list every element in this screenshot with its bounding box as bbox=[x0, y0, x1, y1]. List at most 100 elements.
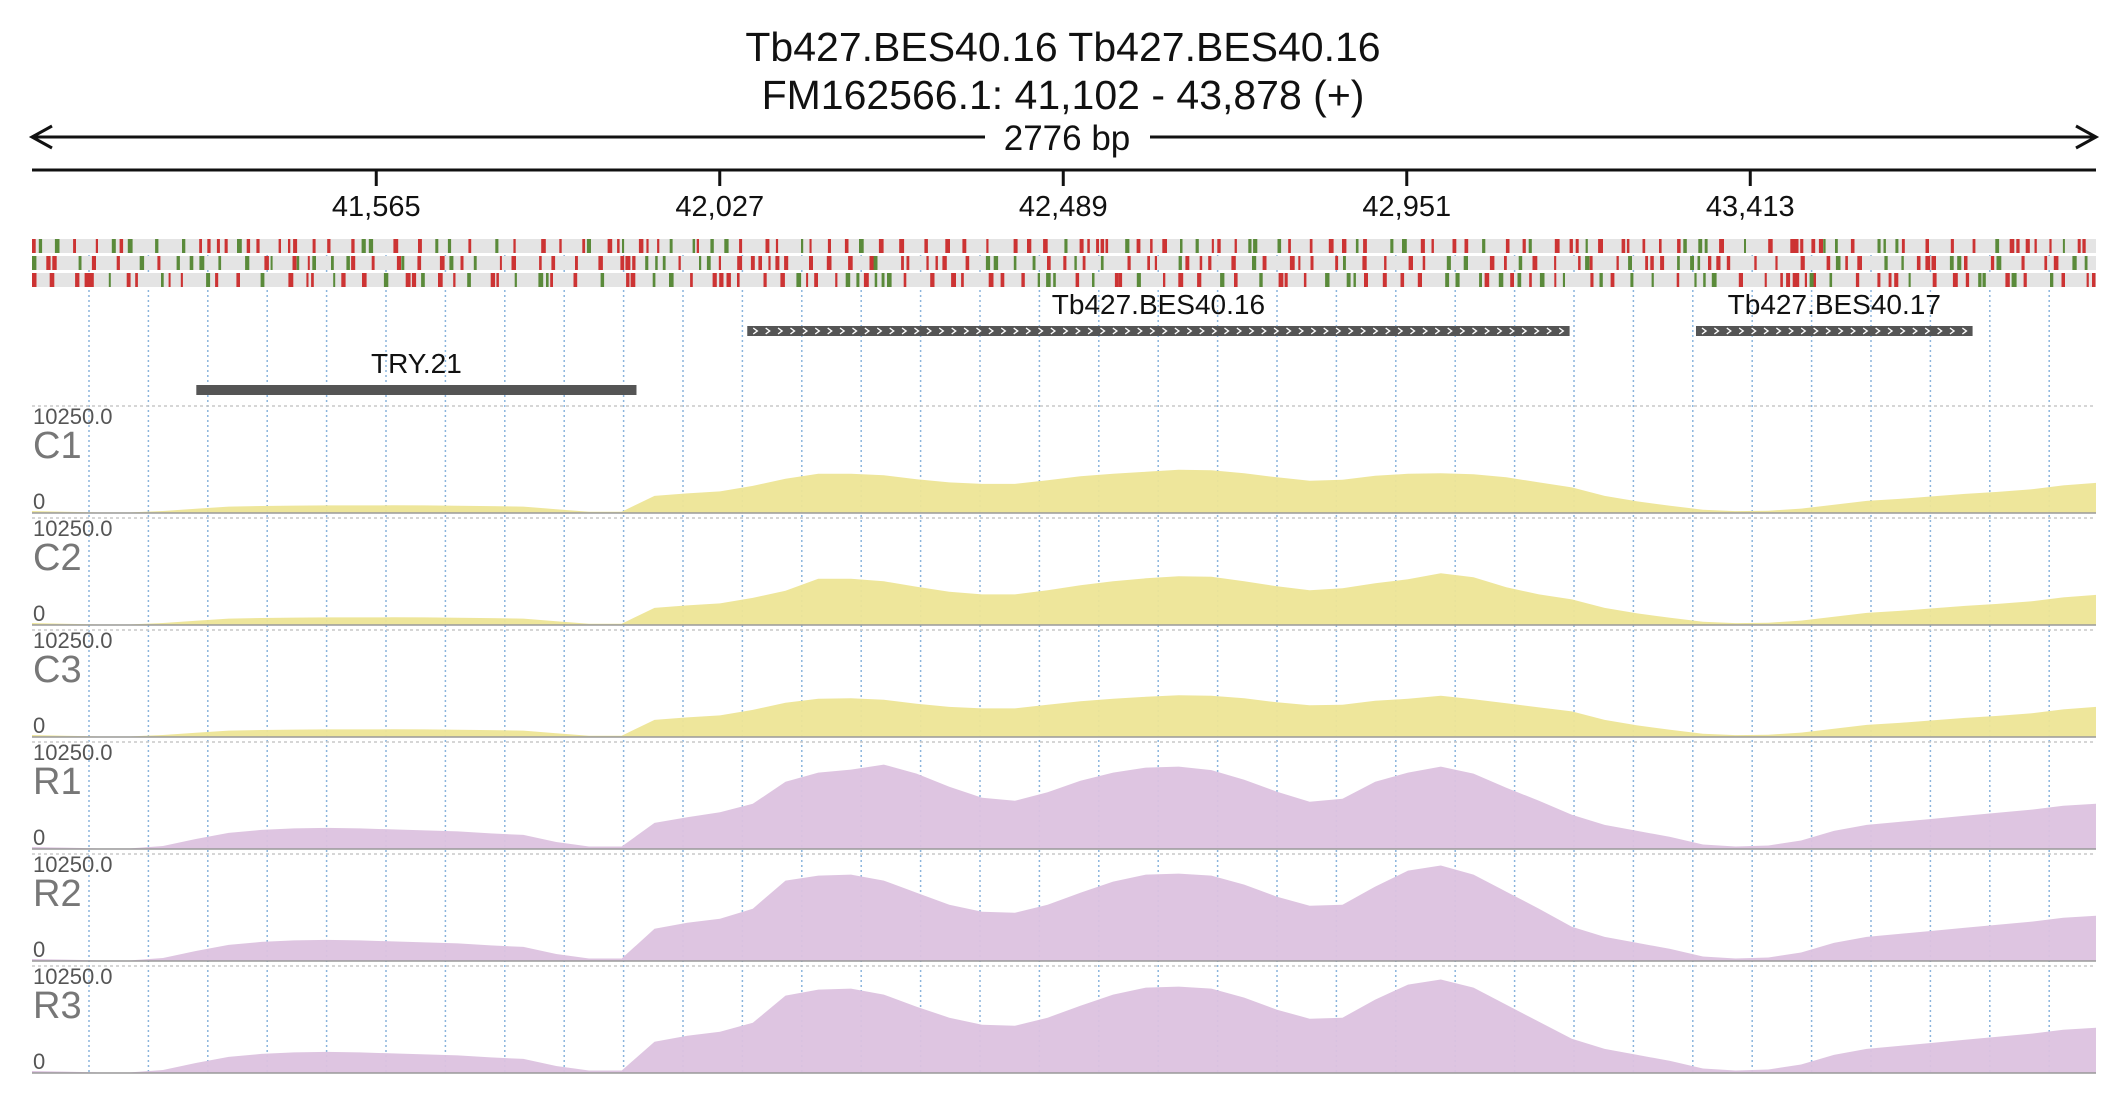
stop-codon-mark bbox=[573, 273, 578, 287]
stop-codon-mark bbox=[1364, 273, 1368, 287]
start-codon-mark bbox=[1895, 239, 1899, 253]
stop-codon-mark bbox=[2025, 239, 2030, 253]
stop-codon-mark bbox=[1610, 273, 1615, 287]
stop-codon-mark bbox=[1208, 256, 1212, 270]
stop-codon-mark bbox=[199, 239, 202, 253]
start-codon-mark bbox=[1463, 256, 1468, 270]
track-name: R1 bbox=[33, 761, 82, 803]
start-codon-mark bbox=[435, 239, 439, 253]
start-codon-mark bbox=[538, 273, 544, 287]
stop-codon-mark bbox=[396, 256, 401, 270]
strand-arrow bbox=[1050, 327, 1057, 335]
stop-codon-mark bbox=[1284, 273, 1288, 287]
stop-codon-mark bbox=[1950, 239, 1954, 253]
strand-arrow bbox=[1112, 327, 1119, 335]
stop-codon-mark bbox=[293, 239, 298, 253]
stop-codon-mark bbox=[1708, 256, 1712, 270]
stop-codon-mark bbox=[1163, 273, 1166, 287]
start-codon-mark bbox=[859, 239, 864, 253]
strand-arrow bbox=[1726, 327, 1732, 335]
start-codon-mark bbox=[1599, 273, 1603, 287]
strand-arrow bbox=[1713, 327, 1720, 335]
stop-codon-mark bbox=[1047, 256, 1051, 270]
stop-codon-mark bbox=[256, 239, 260, 253]
stop-codon-mark bbox=[1452, 239, 1457, 253]
stop-codon-mark bbox=[962, 239, 967, 253]
start-codon-mark bbox=[270, 256, 273, 270]
stop-codon-mark bbox=[460, 256, 464, 270]
start-codon-mark bbox=[1517, 273, 1522, 287]
start-codon-mark bbox=[2011, 273, 2017, 287]
start-codon-mark bbox=[1136, 273, 1141, 287]
stop-codon-mark bbox=[1043, 239, 1048, 253]
start-codon-mark bbox=[1744, 239, 1746, 253]
stop-codon-mark bbox=[775, 239, 779, 253]
stop-codon-mark bbox=[630, 273, 636, 287]
start-codon-mark bbox=[622, 239, 625, 253]
start-codon-mark bbox=[1479, 273, 1482, 287]
stop-codon-mark bbox=[1484, 273, 1490, 287]
strand-arrow bbox=[1924, 327, 1931, 335]
stop-codon-mark bbox=[1850, 239, 1855, 253]
stop-codon-mark bbox=[1150, 239, 1153, 253]
track-max-label: 10250.0 bbox=[33, 516, 113, 541]
start-codon-mark bbox=[710, 239, 714, 253]
stop-codon-mark bbox=[2053, 256, 2059, 270]
start-codon-mark bbox=[218, 256, 222, 270]
stop-codon-mark bbox=[1335, 256, 1339, 270]
stop-codon-mark bbox=[1645, 256, 1648, 270]
start-codon-mark bbox=[1539, 273, 1545, 287]
stop-codon-mark bbox=[1096, 239, 1099, 253]
stop-codon-mark bbox=[1616, 256, 1619, 270]
start-codon-mark bbox=[296, 256, 300, 270]
strand-arrow bbox=[1211, 327, 1218, 335]
stop-codon-mark bbox=[73, 239, 76, 253]
start-codon-mark bbox=[1697, 256, 1701, 270]
start-codon-mark bbox=[1343, 256, 1346, 270]
stop-codon-mark bbox=[1790, 239, 1795, 253]
track-min-label: 0 bbox=[33, 1049, 45, 1074]
gene-title: Tb427.BES40.16 Tb427.BES40.16 bbox=[745, 24, 1381, 70]
start-codon-mark bbox=[108, 273, 111, 287]
start-codon-mark bbox=[1074, 256, 1077, 270]
start-codon-mark bbox=[447, 239, 452, 253]
gene-label: TRY.21 bbox=[371, 348, 462, 379]
stop-codon-mark bbox=[1100, 239, 1105, 253]
start-codon-mark bbox=[1585, 256, 1590, 270]
stop-codon-mark bbox=[814, 273, 818, 287]
stop-codon-mark bbox=[1965, 273, 1970, 287]
stop-codon-mark bbox=[207, 239, 211, 253]
strand-arrow bbox=[1800, 327, 1807, 335]
strand-arrow bbox=[1887, 327, 1894, 335]
stop-codon-mark bbox=[1154, 256, 1157, 270]
start-codon-mark bbox=[1996, 256, 2002, 270]
start-codon-mark bbox=[845, 273, 851, 287]
stop-codon-mark bbox=[1888, 273, 1892, 287]
stop-codon-mark bbox=[1554, 256, 1557, 270]
strand-arrow bbox=[1286, 327, 1292, 335]
start-codon-mark bbox=[331, 256, 334, 270]
start-codon-mark bbox=[1585, 239, 1588, 253]
stop-codon-mark bbox=[1362, 256, 1367, 270]
stop-codon-mark bbox=[2005, 273, 2010, 287]
stop-codon-mark bbox=[1185, 256, 1190, 270]
stop-codon-mark bbox=[119, 239, 124, 253]
stop-codon-mark bbox=[1532, 256, 1538, 270]
start-codon-mark bbox=[2050, 273, 2054, 287]
strand-arrow bbox=[1961, 327, 1968, 335]
stop-codon-mark bbox=[1422, 256, 1426, 270]
stop-codon-mark bbox=[758, 256, 762, 270]
stop-codon-mark bbox=[869, 256, 875, 270]
stop-codon-mark bbox=[1420, 239, 1425, 253]
track-min-label: 0 bbox=[33, 937, 45, 962]
strand-arrow bbox=[1875, 327, 1881, 335]
stop-codon-mark bbox=[1786, 273, 1791, 287]
stop-codon-mark bbox=[1792, 273, 1798, 287]
strand-arrow bbox=[1174, 327, 1181, 335]
stop-codon-mark bbox=[598, 256, 603, 270]
start-codon-mark bbox=[1677, 256, 1680, 270]
stop-codon-mark bbox=[1660, 256, 1665, 270]
start-codon-mark bbox=[1908, 273, 1911, 287]
stop-codon-mark bbox=[311, 273, 314, 287]
